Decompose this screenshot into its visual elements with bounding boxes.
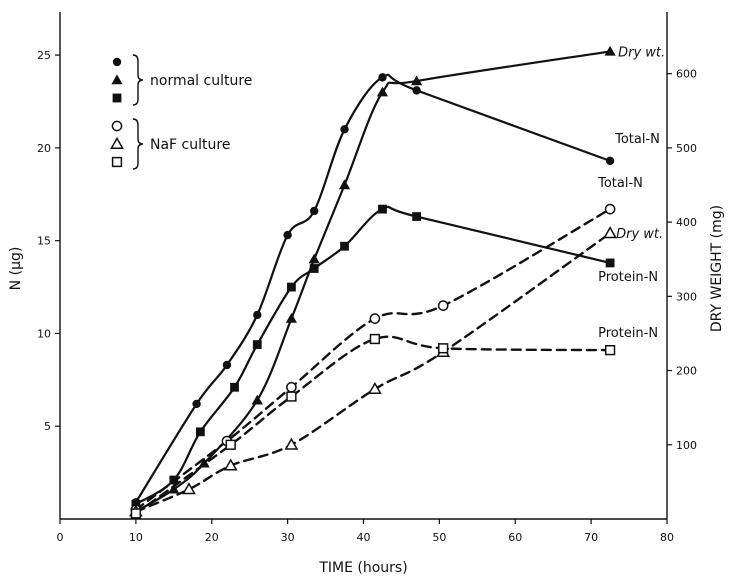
right-tick-label: 600	[676, 68, 697, 81]
data-point	[252, 340, 262, 349]
legend-marker	[110, 136, 124, 149]
legend-marker	[112, 57, 122, 67]
series-group	[128, 45, 617, 519]
right-y-ticks: 100 200 300 400 500 600	[667, 68, 697, 452]
data-point	[225, 439, 236, 450]
x-tick-label: 70	[584, 531, 598, 544]
series-annotation: Total-N	[597, 176, 643, 191]
data-point	[369, 313, 381, 324]
x-axis-label: TIME (hours)	[318, 560, 407, 576]
legend-brace	[132, 54, 144, 106]
series-annotation: Dry wt.	[616, 227, 663, 242]
data-point	[378, 73, 387, 82]
x-ticks: 0 10 20 30 40 50 60 70 80	[57, 519, 674, 544]
left-tick-label: 25	[37, 49, 51, 62]
left-y-ticks: 5 10 15 20 25	[37, 49, 60, 433]
data-point	[437, 300, 449, 311]
data-point	[182, 482, 196, 495]
right-y-axis-label: DRY WEIGHT (mg)	[709, 205, 725, 332]
data-point	[285, 313, 298, 323]
x-tick-label: 80	[660, 531, 674, 544]
data-point	[131, 499, 141, 509]
data-point	[286, 381, 297, 393]
legend-group-naf-culture	[110, 118, 144, 170]
series-line	[134, 50, 612, 513]
right-tick-label: 100	[676, 439, 697, 452]
legend: normal culture NaF culture	[110, 54, 252, 170]
data-point	[222, 360, 232, 370]
legend-marker	[111, 156, 123, 168]
series-annotations: Dry wt. Total-N Total-N Dry wt. Protein-N Pro…	[597, 45, 665, 341]
series-5	[130, 333, 616, 519]
x-tick-label: 40	[357, 531, 371, 544]
left-tick-label: 20	[37, 142, 51, 155]
left-tick-label: 5	[44, 420, 51, 433]
data-point	[367, 381, 382, 395]
data-point	[605, 156, 615, 166]
data-point	[338, 179, 351, 190]
data-point	[603, 226, 617, 239]
data-point	[168, 483, 180, 494]
legend-marker	[112, 93, 122, 103]
data-point	[192, 399, 201, 409]
series-annotation: Dry wt.	[618, 45, 665, 60]
data-point	[604, 45, 616, 56]
legend-label-naf-culture: NaF culture	[150, 137, 230, 153]
right-tick-label: 500	[676, 142, 697, 155]
data-point	[309, 264, 319, 273]
data-point	[195, 427, 205, 437]
data-point	[251, 394, 263, 405]
data-point	[438, 343, 449, 354]
data-point	[253, 310, 262, 320]
data-point	[411, 75, 423, 86]
series-annotation: Total-N	[614, 132, 660, 147]
series-annotation: Protein-N	[598, 326, 658, 341]
right-tick-label: 400	[676, 216, 697, 229]
left-tick-label: 10	[37, 327, 51, 340]
x-tick-label: 0	[57, 531, 64, 544]
legend-marker	[111, 74, 123, 85]
data-point	[604, 203, 616, 215]
legend-marker	[111, 120, 123, 132]
x-tick-label: 60	[508, 531, 522, 544]
data-point	[340, 125, 349, 134]
x-tick-label: 30	[281, 531, 295, 544]
data-point	[369, 333, 381, 345]
x-tick-label: 50	[432, 531, 446, 544]
data-point	[223, 458, 238, 471]
data-point	[340, 241, 349, 251]
legend-brace	[132, 118, 144, 170]
data-point	[376, 86, 389, 97]
series-4	[128, 226, 617, 517]
series-annotation: Protein-N	[598, 270, 658, 285]
data-point	[309, 206, 319, 216]
data-point	[378, 204, 387, 214]
series-line	[134, 232, 612, 513]
series-line	[134, 335, 612, 515]
series-2	[131, 204, 615, 509]
right-tick-label: 300	[676, 290, 697, 303]
data-point	[412, 86, 421, 95]
series-3	[130, 203, 616, 516]
data-point	[287, 282, 296, 292]
data-point	[604, 344, 616, 356]
left-tick-label: 15	[37, 235, 51, 248]
data-point	[605, 258, 615, 268]
series-line	[134, 207, 612, 511]
x-tick-label: 20	[205, 531, 219, 544]
data-point	[283, 230, 292, 240]
data-point	[412, 212, 422, 221]
legend-group-normal-culture	[111, 54, 144, 106]
left-y-axis-label: N (μg)	[8, 247, 24, 291]
data-point	[130, 508, 142, 519]
right-tick-label: 200	[676, 365, 697, 378]
data-point	[230, 382, 239, 392]
data-point	[284, 437, 299, 450]
data-point	[308, 253, 320, 264]
legend-label-normal-culture: normal culture	[150, 73, 252, 89]
data-point	[286, 391, 297, 402]
x-tick-label: 10	[129, 531, 143, 544]
